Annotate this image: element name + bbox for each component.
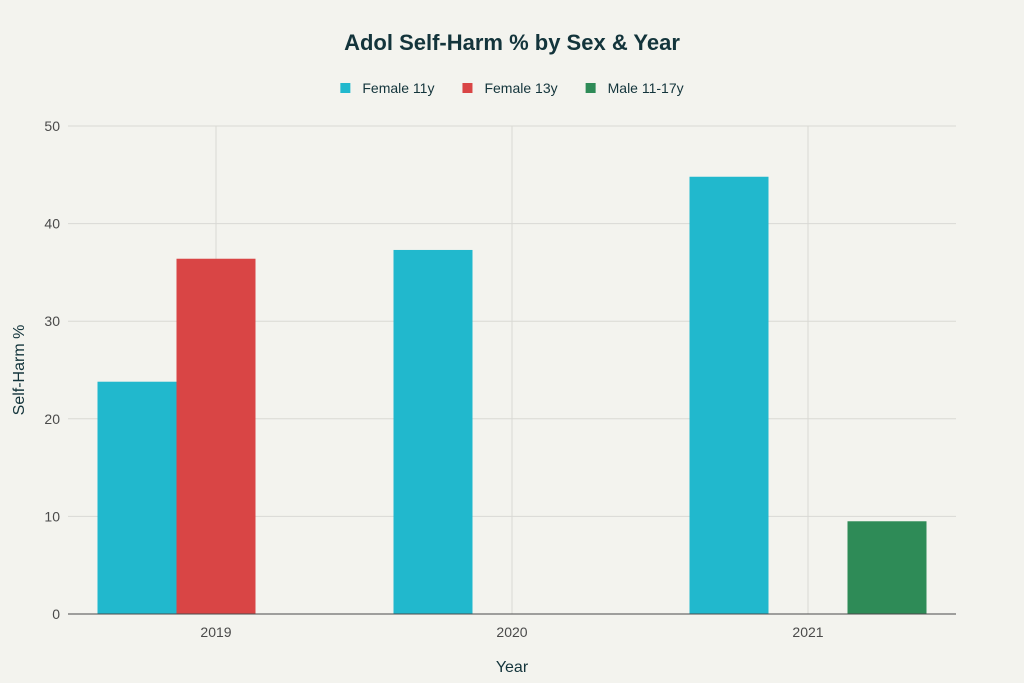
bar-female-11y-2021 (689, 176, 769, 614)
x-tick-label: 2019 (200, 624, 231, 640)
legend-label: Female 11y (362, 80, 434, 96)
legend: Female 11y Female 13y Male 11-17y (340, 80, 684, 96)
x-tick-label: 2021 (792, 624, 823, 640)
bar-male-11-17y-2021 (847, 521, 927, 614)
legend-item[interactable]: Male 11-17y (585, 80, 684, 96)
legend-label: Male 11-17y (608, 80, 684, 96)
y-tick-label: 50 (44, 118, 60, 134)
bars (97, 176, 927, 614)
y-tick-label: 10 (44, 508, 60, 524)
bar-female-11y-2020 (393, 249, 473, 614)
chart-title: Adol Self-Harm % by Sex & Year (344, 30, 680, 55)
bar-female-11y-2019 (97, 381, 177, 614)
x-axis-ticks: 2019 2020 2021 (200, 624, 823, 640)
legend-item[interactable]: Female 13y (462, 80, 558, 96)
x-axis-label: Year (496, 659, 529, 676)
y-axis-ticks: 0 10 20 30 40 50 (44, 118, 60, 622)
legend-label: Female 13y (484, 80, 557, 96)
y-tick-label: 40 (44, 216, 60, 232)
legend-swatch (585, 83, 596, 93)
bar-female-13y-2019 (176, 258, 256, 614)
y-tick-label: 20 (44, 411, 60, 427)
legend-item[interactable]: Female 11y (340, 80, 434, 96)
x-tick-label: 2020 (496, 624, 527, 640)
y-tick-label: 30 (44, 313, 60, 329)
legend-swatch (462, 83, 473, 93)
y-axis-label: Self-Harm % (11, 325, 28, 416)
legend-swatch (340, 83, 351, 93)
y-tick-label: 0 (52, 606, 60, 622)
